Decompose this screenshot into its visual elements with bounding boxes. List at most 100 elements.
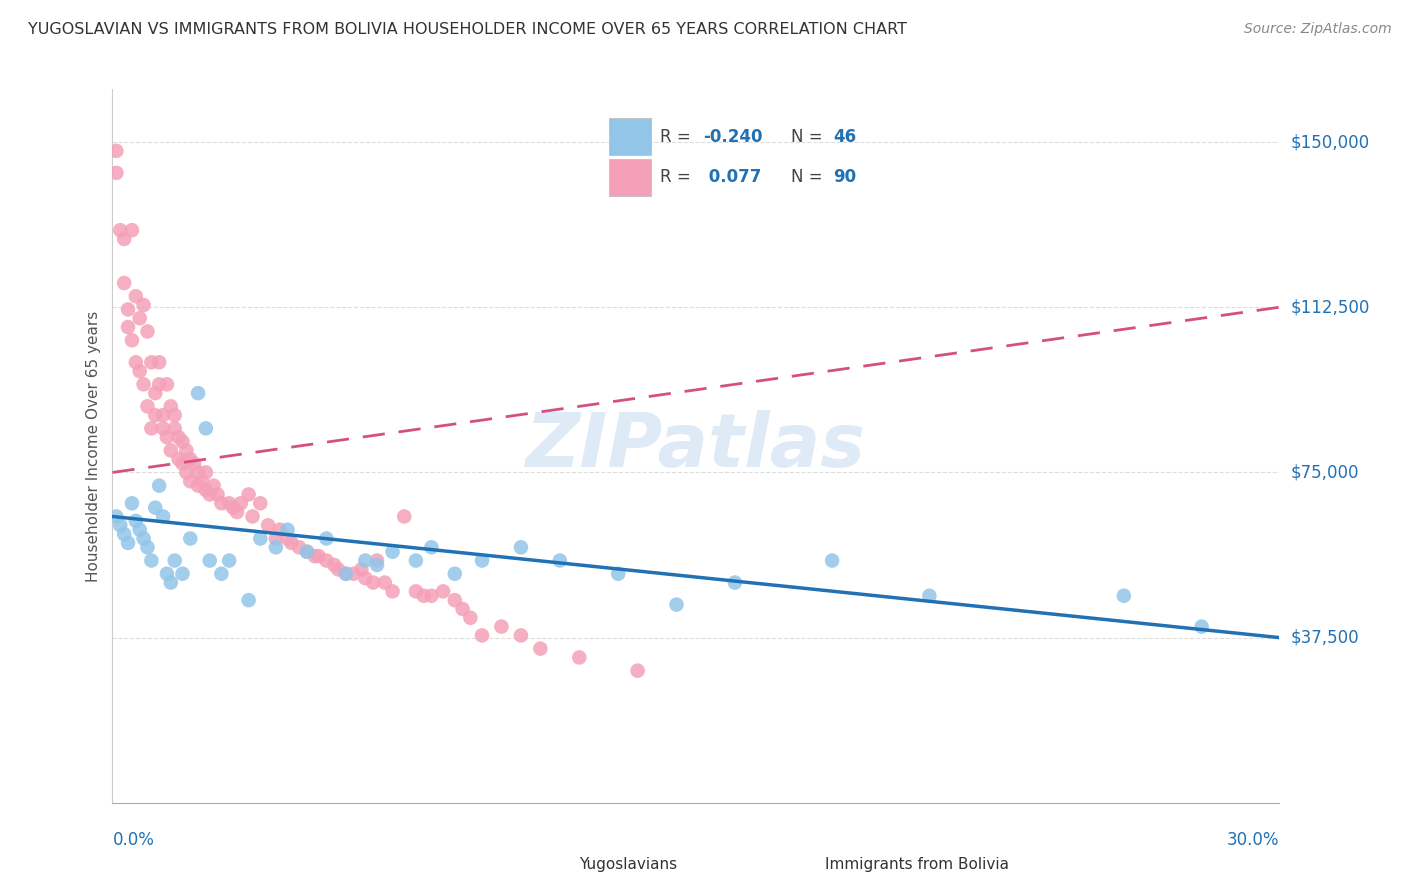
Point [194, 466, 217, 480]
Point [207, 487, 229, 501]
Point [509, 628, 531, 642]
Point [198, 487, 221, 501]
Point [143, 386, 166, 401]
Text: 90: 90 [834, 169, 856, 186]
Point [443, 593, 465, 607]
Bar [609, 159, 651, 196]
Point [242, 509, 264, 524]
Point [172, 566, 194, 581]
Point [156, 430, 179, 444]
Point [198, 553, 221, 567]
Point [156, 566, 179, 581]
Point [179, 532, 201, 546]
Point [218, 496, 240, 510]
Point [194, 421, 217, 435]
Text: N =: N = [790, 128, 828, 145]
Point [163, 421, 186, 435]
Point [172, 434, 194, 449]
Point [607, 566, 630, 581]
Point [128, 364, 150, 378]
Point [160, 443, 183, 458]
Point [187, 478, 209, 492]
Point [1112, 589, 1135, 603]
Point [304, 549, 326, 563]
Point [141, 421, 163, 435]
Point [627, 664, 650, 678]
Point [405, 584, 427, 599]
Text: YUGOSLAVIAN VS IMMIGRANTS FROM BOLIVIA HOUSEHOLDER INCOME OVER 65 YEARS CORRELAT: YUGOSLAVIAN VS IMMIGRANTS FROM BOLIVIA H… [28, 22, 907, 37]
Text: 0.0%: 0.0% [112, 831, 155, 849]
Point [105, 509, 128, 524]
Text: 0.077: 0.077 [703, 169, 761, 186]
Point [117, 536, 139, 550]
Point [315, 553, 337, 567]
Point [451, 602, 474, 616]
Point [128, 311, 150, 326]
Point [152, 509, 174, 524]
Text: ZIPatlas: ZIPatlas [526, 409, 866, 483]
Point [187, 386, 209, 401]
Text: Immigrants from Bolivia: Immigrants from Bolivia [825, 857, 1010, 871]
Point [350, 562, 373, 576]
Point [132, 532, 155, 546]
Text: R =: R = [661, 128, 696, 145]
Text: Source: ZipAtlas.com: Source: ZipAtlas.com [1244, 22, 1392, 37]
Point [132, 377, 155, 392]
Text: R =: R = [661, 169, 696, 186]
Point [257, 518, 280, 533]
Point [264, 532, 287, 546]
Point [141, 553, 163, 567]
Point [125, 289, 148, 303]
Point [125, 355, 148, 369]
Point [110, 518, 132, 533]
Point [125, 514, 148, 528]
Point [381, 584, 404, 599]
Point [295, 545, 318, 559]
Point [141, 355, 163, 369]
Point [548, 553, 571, 567]
Point [136, 541, 159, 555]
Point [110, 223, 132, 237]
Point [167, 452, 190, 467]
Point [160, 400, 183, 414]
Point [361, 575, 384, 590]
Point [191, 475, 214, 489]
Point [167, 430, 190, 444]
Point [288, 541, 311, 555]
Point [443, 566, 465, 581]
Text: N =: N = [790, 169, 828, 186]
Text: $75,000: $75,000 [1291, 464, 1360, 482]
Point [143, 408, 166, 422]
Point [280, 536, 302, 550]
Point [276, 523, 298, 537]
Point [381, 545, 404, 559]
Point [568, 650, 591, 665]
Point [128, 523, 150, 537]
Text: $150,000: $150,000 [1291, 133, 1369, 151]
Point [295, 545, 318, 559]
Point [105, 166, 128, 180]
Point [405, 553, 427, 567]
Point [176, 466, 198, 480]
Point [172, 457, 194, 471]
Text: $37,500: $37,500 [1291, 629, 1360, 647]
Point [335, 566, 357, 581]
Point [121, 223, 143, 237]
Point [238, 593, 260, 607]
Point [160, 575, 183, 590]
Point [117, 302, 139, 317]
Point [121, 333, 143, 347]
Point [392, 509, 416, 524]
Point [152, 421, 174, 435]
Point [229, 496, 252, 510]
Point [315, 532, 337, 546]
Point [1191, 619, 1213, 633]
Point [323, 558, 346, 572]
Text: -0.240: -0.240 [703, 128, 762, 145]
Point [179, 475, 201, 489]
Bar [609, 118, 651, 155]
Point [163, 553, 186, 567]
Point [354, 571, 377, 585]
Point [374, 575, 396, 590]
Point [471, 553, 494, 567]
